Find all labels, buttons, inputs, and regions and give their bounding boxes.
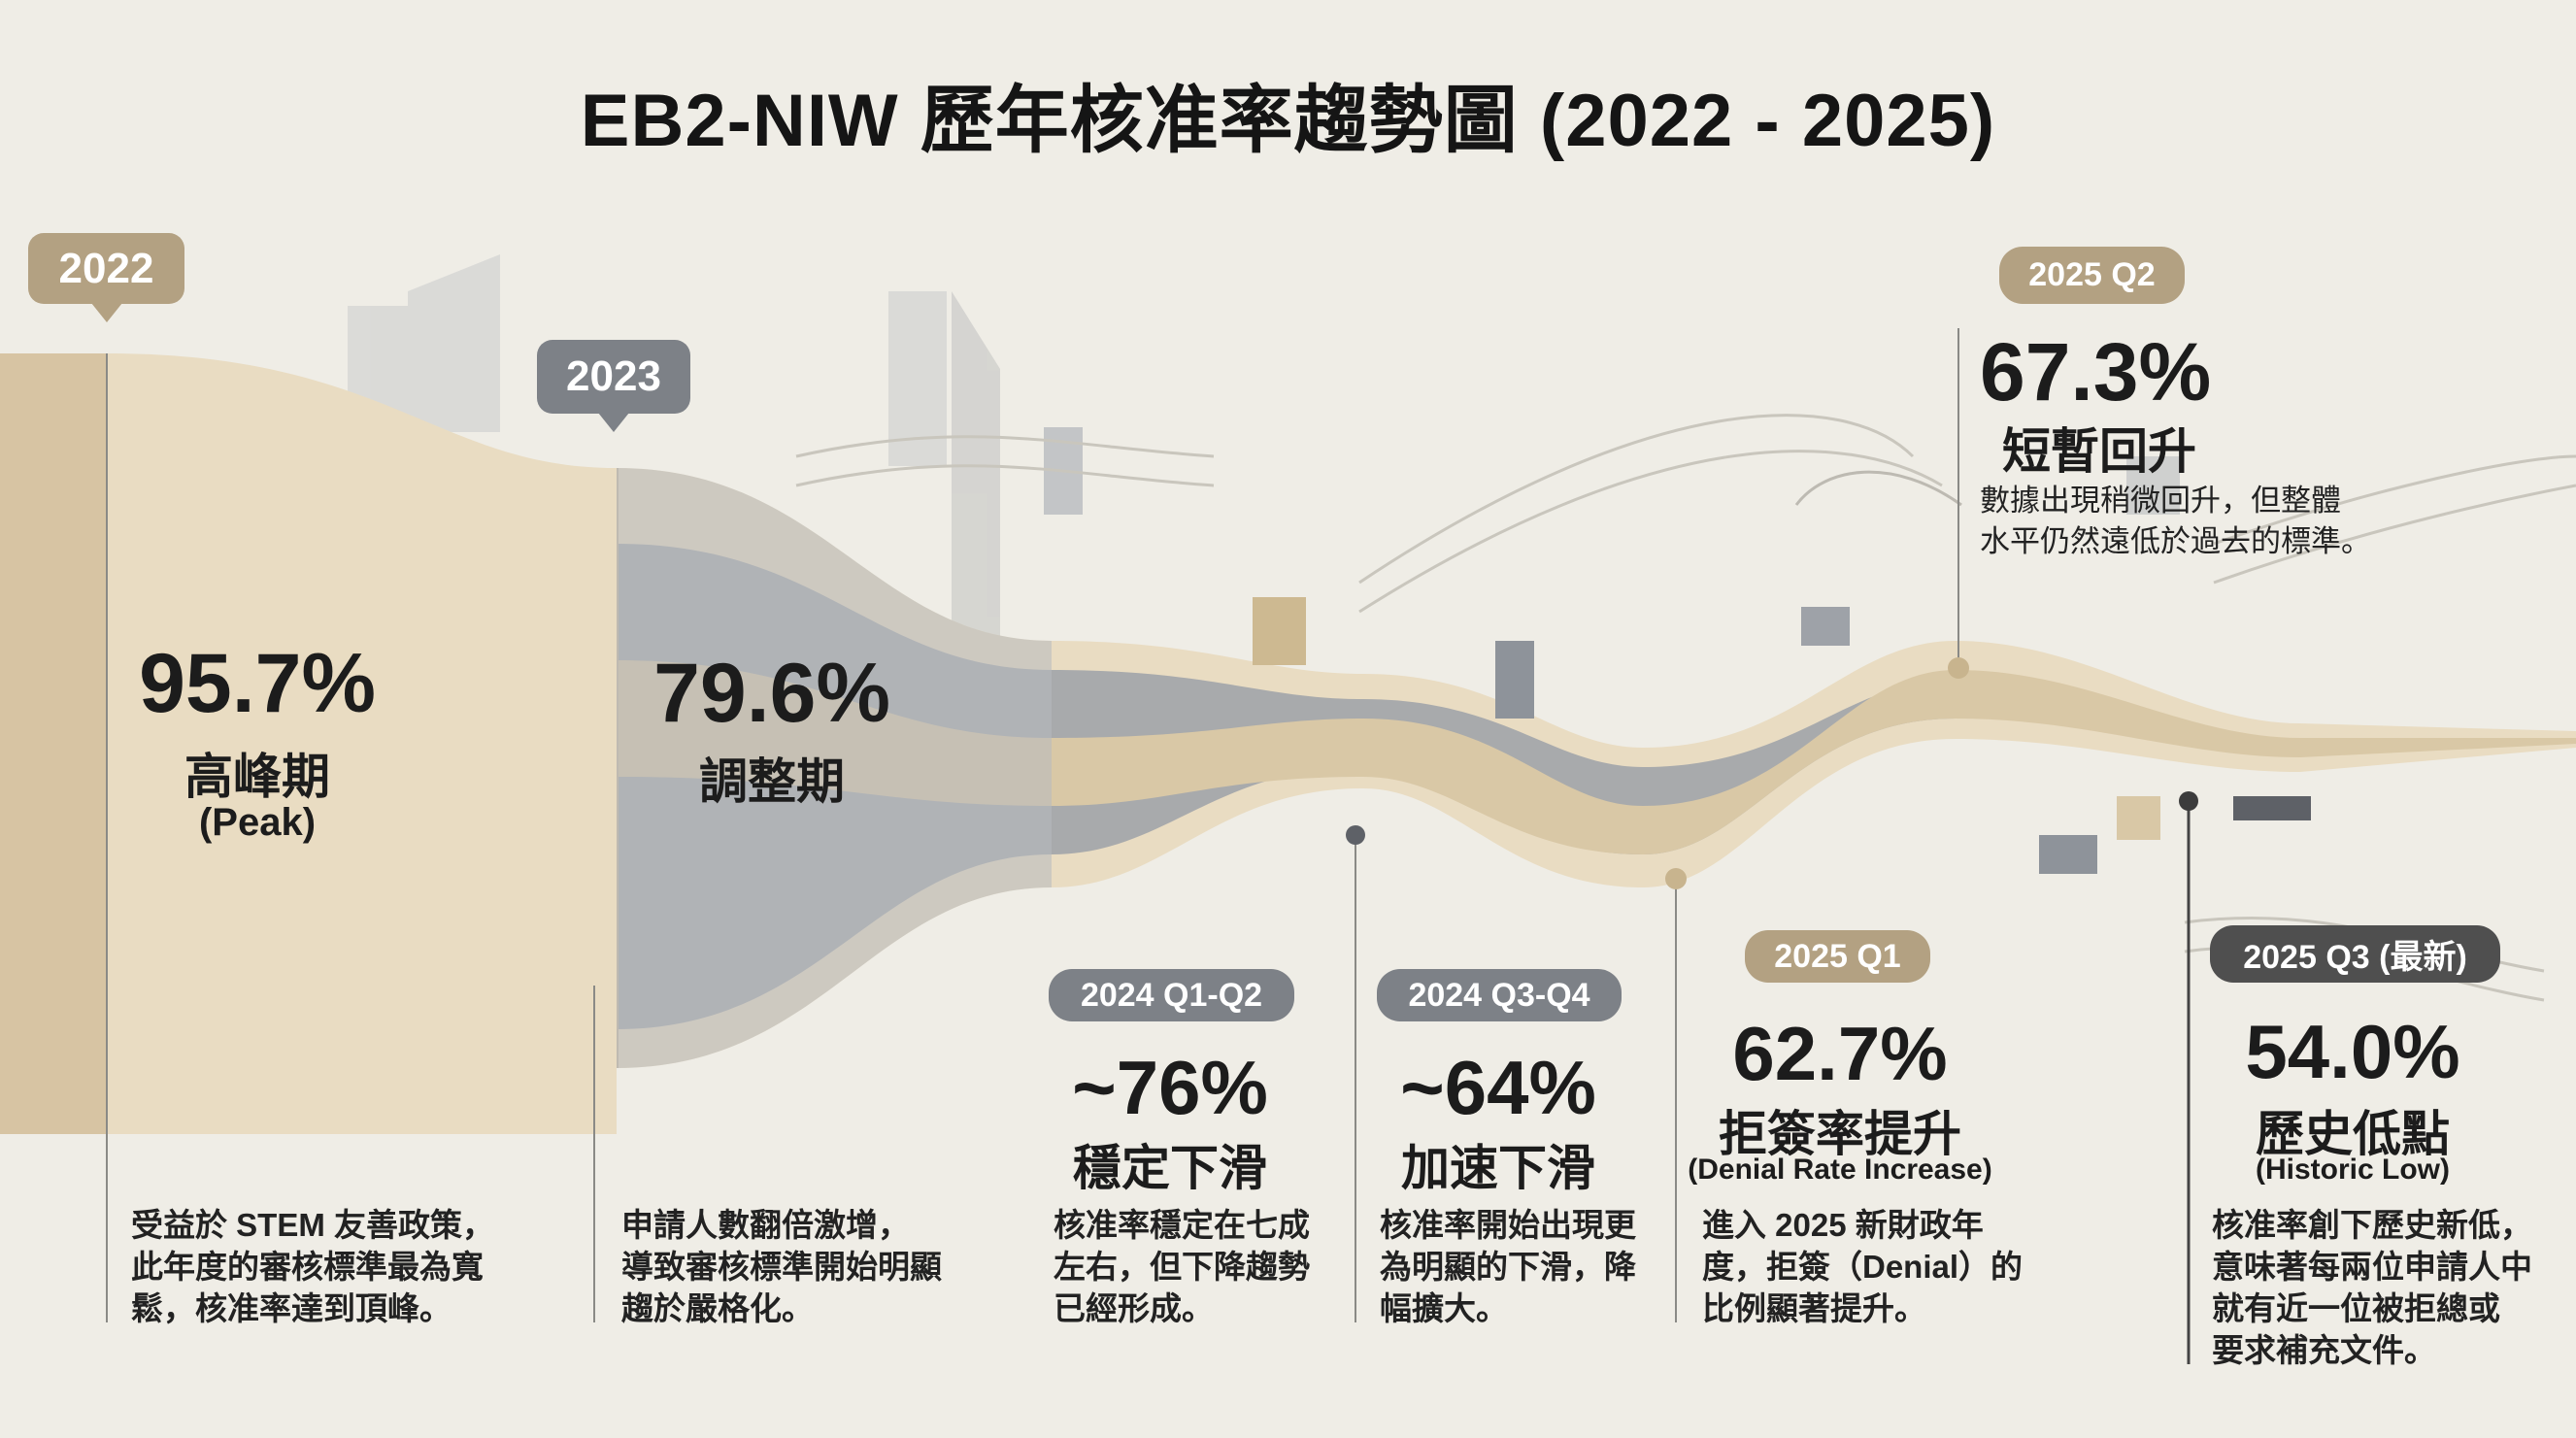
value-2023: 79.6% — [653, 647, 890, 740]
description-2025-q3: 核准率創下歷史新低， 意味著每兩位申請人中 就有近一位被拒總或 要求補充文件。 — [2212, 1207, 2532, 1368]
decorative-buildings — [348, 254, 2180, 680]
page-title: EB2-NIW 歷年核准率趨勢圖 (2022 - 2025) — [580, 80, 1996, 162]
label-2025-q3: 歷史低點 — [2256, 1107, 2450, 1161]
marker-2024-q3q4 — [1346, 825, 1365, 845]
badge-2025-q3: 2025 Q3 (最新) — [2210, 925, 2500, 983]
label-2024-q1q2: 穩定下滑 — [1073, 1141, 1267, 1195]
label-2025-q2: 短暫回升 — [2002, 424, 2196, 479]
description-2022: 受益於 STEM 友善政策， 此年度的審核標準最為寬 鬆，核准率達到頂峰。 — [131, 1207, 495, 1326]
label-2022: 高峰期 — [184, 750, 330, 804]
badge-2023: 2023 — [537, 340, 690, 414]
block-2022-edge — [0, 353, 107, 1134]
data-point-markers — [1346, 657, 2198, 889]
description-2024-q1q2: 核准率穩定在七成 左右，但下降趨勢 已經形成。 — [1054, 1207, 1310, 1326]
badge-2022: 2022 — [28, 233, 184, 304]
badge-2025-q2: 2025 Q2 — [1999, 247, 2185, 304]
timeline-lines — [106, 328, 2191, 1364]
badge-pointer — [598, 413, 629, 432]
description-2023: 申請人數翻倍激增， 導致審核標準開始明顯 趨於嚴格化。 — [621, 1207, 942, 1326]
badge-2024-q1q2: 2024 Q1-Q2 — [1049, 969, 1294, 1021]
block-2023-gray — [617, 468, 1052, 1068]
description-2024-q3q4: 核准率開始出現更 為明顯的下滑，降 幅擴大。 — [1380, 1207, 1636, 1326]
ribbon-tan-band — [617, 660, 2576, 854]
sublabel-2025-q1: (Denial Rate Increase) — [1688, 1154, 1992, 1186]
marker-2025-q2 — [1948, 657, 1969, 679]
sublabel-2025-q3: (Historic Low) — [2256, 1154, 2450, 1186]
value-2022: 95.7% — [139, 637, 376, 730]
description-2025-q2: 數據出現稍微回升，但整體 水平仍然遠低於過去的標準。 — [1980, 484, 2371, 558]
label-2024-q3q4: 加速下滑 — [1401, 1141, 1595, 1195]
badge-2024-q3q4: 2024 Q3-Q4 — [1377, 969, 1622, 1021]
label-2023: 調整期 — [699, 754, 845, 809]
value-2025-q2: 67.3% — [1980, 326, 2212, 418]
ribbon-blocks — [1253, 597, 2311, 874]
description-2025-q1: 進入 2025 新財政年 度，拒簽（Denial）的 比例顯著提升。 — [1702, 1207, 2024, 1326]
sublabel-2022: (Peak) — [198, 801, 317, 844]
label-2025-q1: 拒簽率提升 — [1719, 1107, 1961, 1161]
value-2024-q1q2: ~76% — [1072, 1045, 1268, 1130]
badge-pointer — [91, 303, 122, 322]
marker-2025-q1 — [1665, 868, 1687, 889]
badge-2025-q1: 2025 Q1 — [1745, 930, 1930, 983]
value-2025-q1: 62.7% — [1732, 1011, 1948, 1096]
marker-2025-q3 — [2179, 791, 2198, 811]
value-2024-q3q4: ~64% — [1400, 1045, 1596, 1130]
value-2025-q3: 54.0% — [2245, 1009, 2460, 1094]
